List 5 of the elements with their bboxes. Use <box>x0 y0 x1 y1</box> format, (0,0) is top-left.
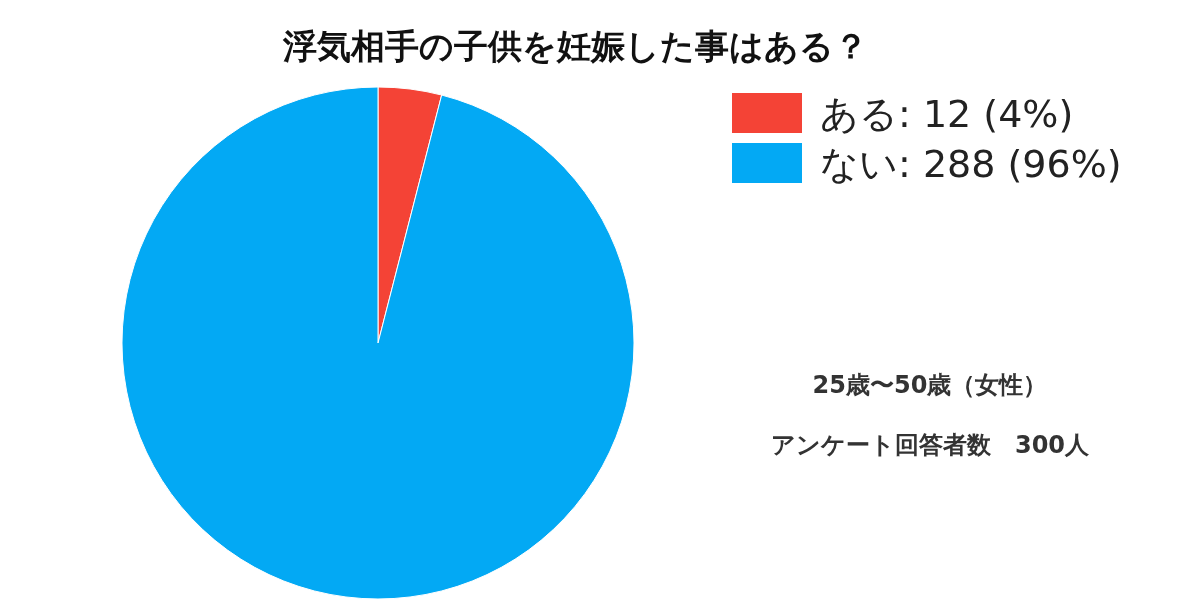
text: 25歳〜50歳（女性） <box>812 371 1048 399</box>
chart-title: 浮気相手の子供を妊娠した事はある？ <box>281 26 868 66</box>
legend-label: ある: 12 (4%) <box>820 92 1074 136</box>
text: アンケート回答者数 300人 <box>770 431 1091 459</box>
legend-label: ない: 288 (96%) <box>820 142 1122 186</box>
